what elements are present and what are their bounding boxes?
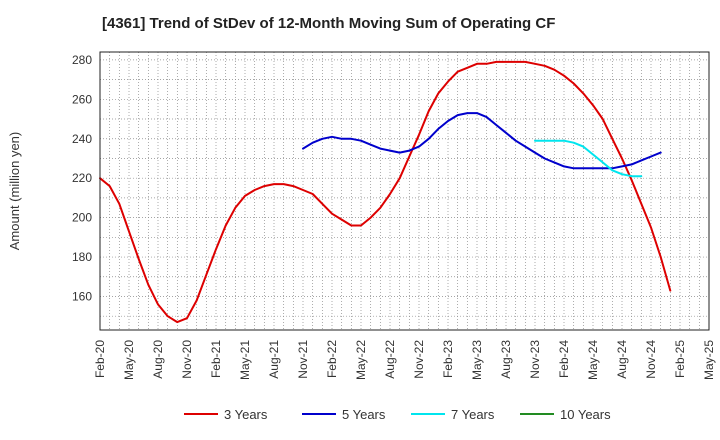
legend-label-3-years: 3 Years — [224, 407, 268, 422]
series-line-5-years — [302, 112, 662, 170]
y-ticks: 160 180 200 220 240 260 280 — [72, 53, 92, 304]
x-tick-label: Nov-22 — [412, 340, 426, 379]
x-tick-label: Aug-22 — [383, 340, 397, 379]
x-tick-label: Feb-21 — [209, 340, 223, 378]
x-tick-label: Nov-23 — [528, 340, 542, 379]
x-tick-label: Nov-24 — [644, 340, 658, 379]
x-tick-label: Feb-23 — [441, 340, 455, 378]
chart-title: [4361] Trend of StDev of 12-Month Moving… — [102, 15, 555, 32]
x-tick-label: Aug-24 — [615, 340, 629, 379]
y-tick-label: 180 — [72, 250, 92, 264]
x-tick-label: May-21 — [238, 340, 252, 380]
x-tick-label: Aug-23 — [499, 340, 513, 379]
grid — [100, 52, 709, 330]
legend-label-10-years: 10 Years — [560, 407, 611, 422]
y-tick-label: 240 — [72, 132, 92, 146]
x-tick-label: Feb-20 — [93, 340, 107, 378]
y-tick-label: 160 — [72, 289, 92, 303]
x-tick-label: Aug-21 — [267, 340, 281, 379]
legend-label-5-years: 5 Years — [342, 407, 386, 422]
x-tick-label: May-23 — [470, 340, 484, 380]
series-line-3-years — [99, 60, 672, 324]
legend: 3 Years 5 Years 7 Years 10 Years — [184, 407, 611, 422]
x-tick-label: May-25 — [702, 340, 716, 380]
legend-label-7-years: 7 Years — [451, 407, 495, 422]
y-axis-label: Amount (million yen) — [7, 132, 22, 251]
x-tick-label: Feb-24 — [557, 340, 571, 378]
x-tick-label: May-22 — [354, 340, 368, 380]
y-tick-label: 280 — [72, 53, 92, 67]
series-line-7-years — [534, 139, 643, 178]
x-ticks: Feb-20 May-20 Aug-20 Nov-20 Feb-21 May-21 Aug-… — [93, 340, 716, 380]
series-layer — [99, 60, 672, 324]
x-tick-label: Aug-20 — [151, 340, 165, 379]
x-tick-label: Feb-25 — [673, 340, 687, 378]
y-tick-label: 220 — [72, 171, 92, 185]
plot-frame — [99, 51, 710, 331]
x-tick-label: May-20 — [122, 340, 136, 380]
y-tick-label: 200 — [72, 211, 92, 225]
x-tick-label: Nov-21 — [296, 340, 310, 379]
x-tick-label: Feb-22 — [325, 340, 339, 378]
y-tick-label: 260 — [72, 92, 92, 106]
x-tick-label: May-24 — [586, 340, 600, 380]
x-tick-label: Nov-20 — [180, 340, 194, 379]
